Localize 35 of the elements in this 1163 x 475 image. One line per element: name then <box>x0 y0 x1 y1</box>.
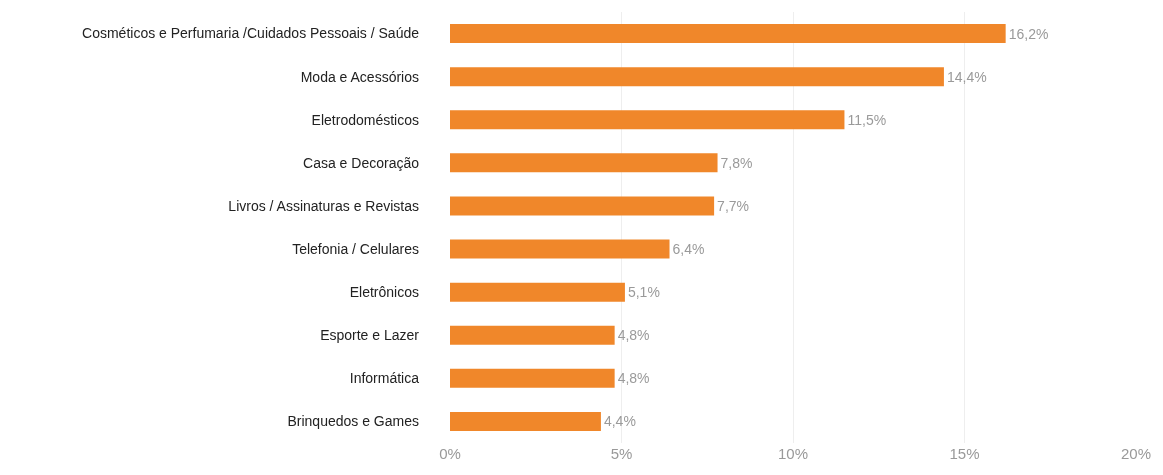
bar <box>450 110 845 130</box>
bar <box>450 325 615 345</box>
bar <box>450 411 601 431</box>
data-label: 5,1% <box>627 284 660 301</box>
bar <box>450 239 670 259</box>
x-tick-label: 20% <box>1120 445 1152 462</box>
data-label: 14,4% <box>946 68 987 85</box>
data-label: 4,4% <box>603 413 636 430</box>
x-tick-label: 0% <box>439 445 461 462</box>
x-tick-label: 10% <box>777 445 809 462</box>
y-tick-label: Moda e Acessórios <box>300 68 419 85</box>
data-label: 7,7% <box>717 197 750 214</box>
y-tick-label: Telefonia / Celulares <box>292 240 419 257</box>
data-label: 11,5% <box>847 111 887 128</box>
data-label: 6,4% <box>672 241 705 258</box>
bar <box>450 282 625 302</box>
data-label: 7,8% <box>720 154 753 171</box>
y-tick-label: Esporte e Lazer <box>320 327 420 344</box>
bar <box>450 196 715 216</box>
y-tick-label: Eletrônicos <box>349 284 419 301</box>
y-tick-label: Livros / Assinaturas e Revistas <box>228 197 419 214</box>
y-tick-label: Cosméticos e Perfumaria /Cuidados Pessoais / Saúde <box>82 25 420 42</box>
bar <box>450 153 718 173</box>
bar <box>450 368 615 388</box>
y-tick-label: Casa e Decoração <box>303 154 420 171</box>
bar <box>450 24 1006 44</box>
y-tick-label: Brinquedos e Games <box>287 413 419 430</box>
y-tick-label: Eletrodomésticos <box>311 111 419 128</box>
data-label: 4,8% <box>617 370 650 387</box>
data-label: 4,8% <box>617 327 650 344</box>
bar <box>450 67 944 87</box>
x-tick-label: 15% <box>949 445 980 462</box>
x-tick-label: 5% <box>610 445 633 462</box>
data-label: 16,2% <box>1008 25 1049 42</box>
y-tick-label: Informática <box>349 370 420 387</box>
